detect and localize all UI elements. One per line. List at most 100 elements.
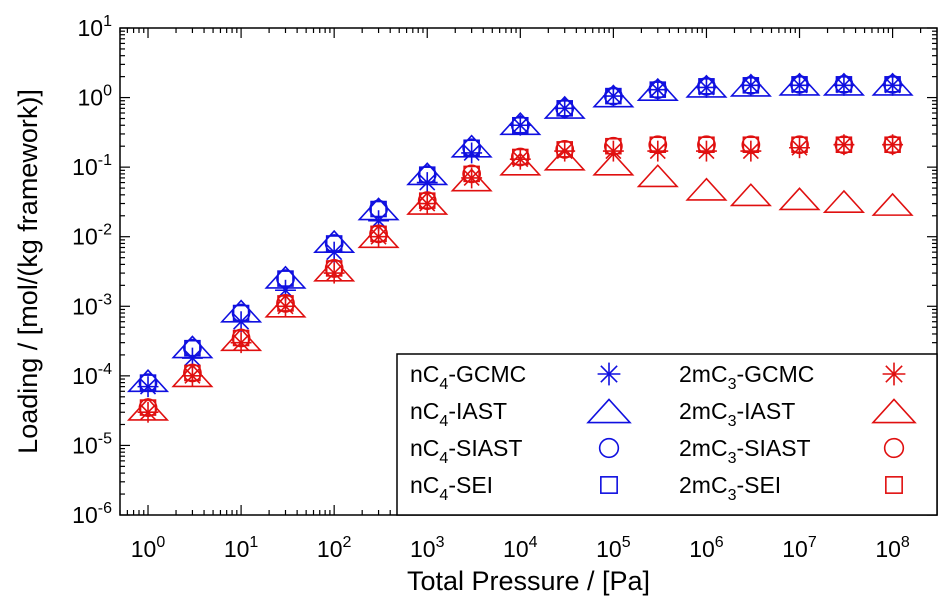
legend-box xyxy=(396,353,938,516)
square-data-point xyxy=(835,136,853,154)
tick-label-base: 10 xyxy=(72,293,98,319)
square-data-point xyxy=(418,166,436,183)
triangle-data-point xyxy=(357,224,400,249)
legend-circle-swatch xyxy=(883,437,905,459)
circle-data-point xyxy=(231,328,251,348)
square-data-point xyxy=(556,100,573,117)
tick-label-base: 10 xyxy=(596,536,622,562)
circle-data-point xyxy=(648,80,668,100)
legend-circle-swatch xyxy=(598,437,620,459)
x-tick-label: 105 xyxy=(596,534,631,562)
square-data-point xyxy=(556,141,573,158)
triangle-data-point xyxy=(171,364,214,388)
tick-label-base: 10 xyxy=(72,363,98,389)
legend-label-main: 2mC xyxy=(679,398,728,424)
legend-label-suffix: -SIAST xyxy=(736,435,810,461)
y-tick-label: 10-3 xyxy=(72,291,112,319)
triangle-data-point xyxy=(729,73,772,97)
circle-data-point xyxy=(462,138,482,158)
circle-data-point xyxy=(510,147,530,167)
legend-label: nC4-SIAST xyxy=(410,435,522,467)
triangle-data-point xyxy=(126,397,170,421)
y-axis-title: Loading / [mol/(kg framework)] xyxy=(13,89,43,454)
y-tick-label: 10-4 xyxy=(72,361,112,389)
circle-data-point xyxy=(462,164,482,184)
circle-data-point xyxy=(790,135,809,155)
x-tick-label: 101 xyxy=(224,534,259,562)
legend-label-main: nC xyxy=(410,435,439,461)
legend-label-suffix: -IAST xyxy=(736,398,795,424)
tick-label-exponent: 8 xyxy=(901,534,910,551)
legend-star-swatch xyxy=(882,362,906,386)
series-nC4-SEI xyxy=(139,76,901,391)
y-tick-label: 100 xyxy=(78,83,113,111)
square-data-point xyxy=(742,77,760,94)
tick-label-exponent: -5 xyxy=(98,430,112,447)
circle-data-point xyxy=(417,165,437,185)
tick-label-base: 10 xyxy=(689,536,715,562)
tick-label-exponent: 3 xyxy=(436,534,445,551)
circle-data-point xyxy=(369,224,388,244)
circle-data-point xyxy=(276,294,295,313)
legend-label-main: 2mC xyxy=(679,361,728,387)
x-tick-label: 103 xyxy=(410,534,445,562)
tick-label-exponent: 7 xyxy=(808,534,817,551)
triangle-data-point xyxy=(313,258,356,282)
tick-label-exponent: 1 xyxy=(103,13,112,30)
y-tick-label: 101 xyxy=(78,13,113,41)
circle-data-point xyxy=(510,115,530,135)
legend-label-main: 2mC xyxy=(679,435,728,461)
legend-label-subscript: 4 xyxy=(439,450,448,467)
triangle-data-point xyxy=(357,197,400,221)
legend-label-subscript: 3 xyxy=(728,376,737,393)
circle-data-point xyxy=(648,135,668,155)
legend-label: 2mC3-IAST xyxy=(679,398,795,430)
square-data-point xyxy=(325,260,343,277)
circle-data-point xyxy=(417,191,437,211)
legend: nC4-GCMCnC4-IASTnC4-SIASTnC4-SEI2mC3-GCM… xyxy=(396,353,938,516)
circle-data-point xyxy=(741,75,761,95)
y-tick-label: 10-5 xyxy=(72,430,112,458)
square-data-point xyxy=(463,165,480,183)
square-data-point xyxy=(835,76,853,93)
series-2mC3-SEI xyxy=(139,136,901,416)
legend-triangle-swatch xyxy=(871,398,917,424)
circle-data-point xyxy=(741,135,761,155)
square-data-point xyxy=(884,136,901,154)
tick-label-exponent: -2 xyxy=(98,222,112,239)
legend-label-main: nC xyxy=(410,398,439,424)
square-data-point xyxy=(884,76,901,93)
tick-label-exponent: -6 xyxy=(98,500,112,517)
tick-label-exponent: 0 xyxy=(156,534,165,551)
x-tick-label: 102 xyxy=(317,534,352,562)
tick-label-base: 10 xyxy=(782,536,808,562)
square-data-point xyxy=(277,295,294,312)
tick-label-base: 10 xyxy=(72,224,98,250)
circle-data-point xyxy=(697,76,716,96)
legend-label-suffix: -SEI xyxy=(448,472,493,498)
tick-label-base: 10 xyxy=(503,536,529,562)
circle-data-point xyxy=(324,259,344,278)
legend-label: nC4-GCMC xyxy=(410,361,526,393)
tick-label-base: 10 xyxy=(72,502,98,528)
tick-label-exponent: -3 xyxy=(98,291,112,308)
legend-label-subscript: 4 xyxy=(439,376,448,393)
tick-label-base: 10 xyxy=(410,536,436,562)
legend-label-subscript: 4 xyxy=(439,413,448,430)
legend-label: nC4-IAST xyxy=(410,398,507,430)
x-tick-label: 107 xyxy=(782,534,817,562)
tick-label-base: 10 xyxy=(317,536,343,562)
legend-label-main: nC xyxy=(410,472,439,498)
legend-star-swatch xyxy=(597,362,621,386)
series-nC4-SIAST xyxy=(138,74,902,392)
triangle-data-point xyxy=(729,183,772,207)
triangle-data-point xyxy=(592,152,635,176)
triangle-data-point xyxy=(822,72,865,96)
x-tick-label: 100 xyxy=(131,534,166,562)
square-data-point xyxy=(605,137,622,155)
square-data-point xyxy=(605,87,622,105)
legend-label: 2mC3-SEI xyxy=(679,472,781,504)
x-axis-title: Total Pressure / [Pa] xyxy=(407,566,650,596)
series-2mC3-SIAST xyxy=(138,135,902,417)
square-data-point xyxy=(742,136,760,154)
